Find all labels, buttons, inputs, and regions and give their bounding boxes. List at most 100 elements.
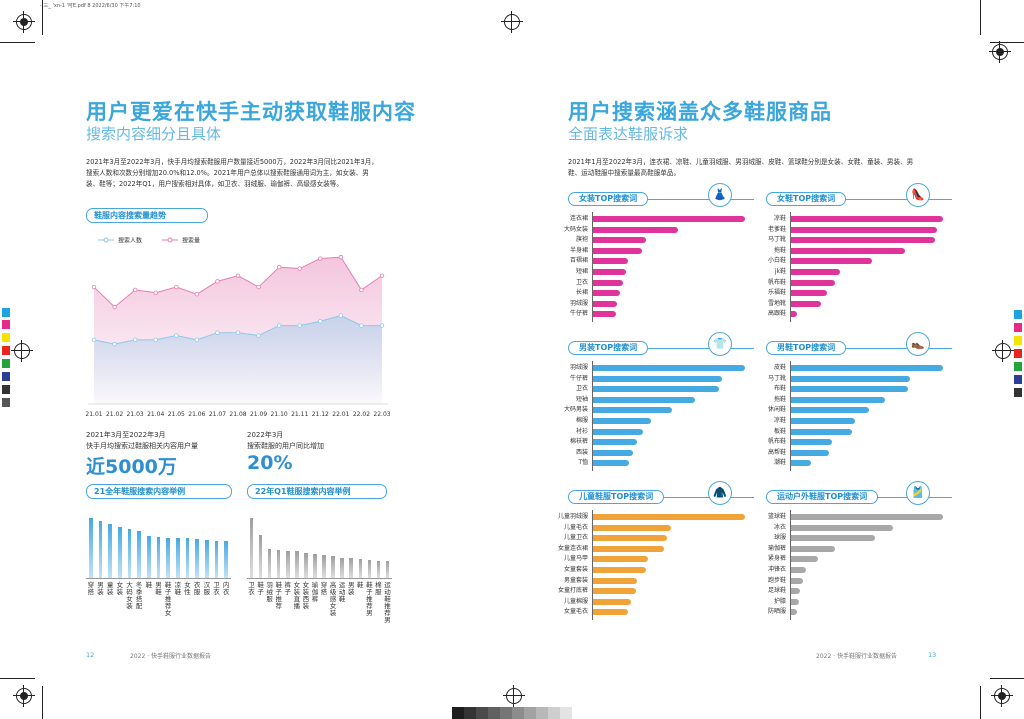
ranking-row: 西装	[576, 448, 745, 458]
x-tick-label: 21.03	[127, 411, 144, 418]
x-tick-label: 21.12	[312, 411, 329, 418]
ranking-row: 布鞋	[774, 384, 943, 394]
women-shoes-icon: 👠	[906, 183, 930, 207]
data-point	[91, 284, 97, 290]
ranking-row: 凉鞋	[774, 214, 943, 224]
color-bar	[1014, 388, 1022, 397]
ranking-bar	[593, 386, 720, 393]
data-point	[174, 284, 179, 290]
ranking-label: 大码女装	[563, 225, 588, 233]
stat2-caption-2: 搜索鞋服的用户同比增加	[247, 442, 324, 450]
data-point	[153, 290, 158, 295]
ranking-label: 跑步鞋	[767, 576, 786, 584]
ranking-row: 女童打底裤	[558, 586, 745, 596]
data-point	[153, 337, 158, 343]
panel-header-rule	[766, 199, 952, 200]
data-point	[379, 273, 385, 278]
ranking-bar	[593, 577, 638, 584]
gray-swatch	[452, 707, 464, 719]
ranking-bar	[791, 439, 833, 446]
ranking-bar	[593, 407, 673, 414]
bar-category-label: 鞋子推荐	[275, 581, 282, 610]
registration-mark-br	[991, 685, 1013, 707]
sports-icon: 🎽	[906, 481, 930, 505]
data-point	[359, 287, 364, 293]
ranking-row: 羽绒服	[570, 363, 745, 373]
bar-category-label: 高级感女装	[329, 581, 337, 617]
bar	[108, 524, 112, 578]
ranking-bar	[593, 598, 631, 605]
ranking-row: 乐福鞋	[768, 288, 943, 298]
ranking-bar	[791, 418, 855, 424]
crop-mark	[42, 686, 43, 719]
bar-category-label: 鞋子推荐女	[164, 581, 172, 617]
ranking-row: 板鞋	[774, 427, 943, 437]
x-tick-label: 21.10	[271, 411, 288, 418]
ranking-label: 布鞋	[773, 385, 786, 393]
y-axis	[592, 510, 593, 620]
color-bar	[2, 359, 10, 368]
ranking-label: 儿童棉服	[563, 597, 588, 605]
ranking-bar	[593, 439, 638, 446]
bar	[331, 556, 335, 578]
x-tick-label: 21.07	[209, 411, 226, 418]
color-bar	[1014, 310, 1022, 319]
panel-title: 女鞋TOP搜索词	[766, 192, 847, 206]
ranking-bar	[593, 567, 647, 573]
ranking-bar	[791, 556, 819, 563]
x-axis	[86, 578, 231, 579]
data-point	[359, 323, 364, 328]
bar	[156, 537, 161, 578]
data-point	[338, 313, 344, 318]
ranking-bar	[593, 460, 630, 467]
ranking-bar	[791, 269, 840, 275]
x-tick-label: 21.09	[250, 411, 267, 418]
ranking-label: jk鞋	[774, 268, 786, 275]
vertical-bar-chart-2021: 穿搭 男装 童装 女装 大码女装 冬季搭配鞋男鞋 鞋子推荐女 凉鞋 女性 衣服 汉服 卫衣 内衣	[86, 512, 231, 632]
ranking-label: 拖鞋	[773, 395, 786, 403]
ranking-bar	[791, 258, 872, 265]
gray-swatch	[548, 707, 560, 719]
ranking-row: 马丁靴	[768, 374, 943, 384]
ranking-label: 冰衣	[773, 523, 786, 531]
ranking-label: 篮球鞋	[767, 513, 786, 520]
ranking-label: 百褶裙	[569, 257, 588, 265]
box2-title: 22年Q1鞋服搜索内容举例	[247, 484, 387, 499]
bar	[322, 555, 326, 578]
ranking-row: 帆布鞋	[768, 278, 943, 288]
ranking-bar	[593, 588, 636, 595]
ranking-label: 休闲鞋	[767, 406, 786, 414]
bar	[286, 551, 290, 578]
left-intro-paragraph: 2021年3月至2022年3月，快手月均搜索鞋服用户数量接近5000万，2022…	[86, 158, 378, 188]
ranking-row: 高跟鞋	[768, 309, 943, 319]
legend-label: 搜索人数	[118, 237, 142, 245]
print-slug: - 三_ 'xn-1 '可E.pdf 8 2022/6/30 下午7:10	[40, 3, 141, 9]
bar-category-label: 运动鞋	[338, 581, 346, 603]
bar	[166, 537, 170, 578]
registration-mark-tl	[13, 11, 35, 33]
ranking-bar	[593, 524, 671, 531]
ranking-bar	[593, 279, 624, 286]
color-bar	[1014, 349, 1022, 358]
ranking-label: 棉袄裤	[569, 438, 588, 446]
registration-mark-mid-right	[992, 340, 1014, 362]
ranking-row: 儿童马甲	[564, 554, 745, 564]
ranking-row: 儿童羽绒服	[558, 512, 745, 522]
data-point	[338, 254, 344, 260]
bar-category-label: 内衣	[222, 581, 230, 596]
bar	[185, 538, 190, 578]
ranking-bar	[791, 386, 909, 393]
bar-category-label: 裤子	[284, 581, 292, 596]
ranking-bar	[593, 365, 745, 371]
bar	[214, 541, 219, 578]
bar	[258, 534, 263, 578]
bar-category-label: 童装	[106, 581, 114, 596]
grayscale-strip	[452, 707, 572, 719]
data-point	[91, 337, 97, 343]
trend-chart-title: 鞋服内容搜索量趋势	[86, 208, 208, 223]
ranking-label: 足球鞋	[767, 587, 786, 595]
ranking-label: 大码男装	[563, 406, 588, 414]
ranking-row: 大码男装	[564, 405, 745, 415]
ranking-label: 牛仔裤	[569, 310, 588, 318]
ranking-row: 紧身裤	[768, 554, 943, 564]
